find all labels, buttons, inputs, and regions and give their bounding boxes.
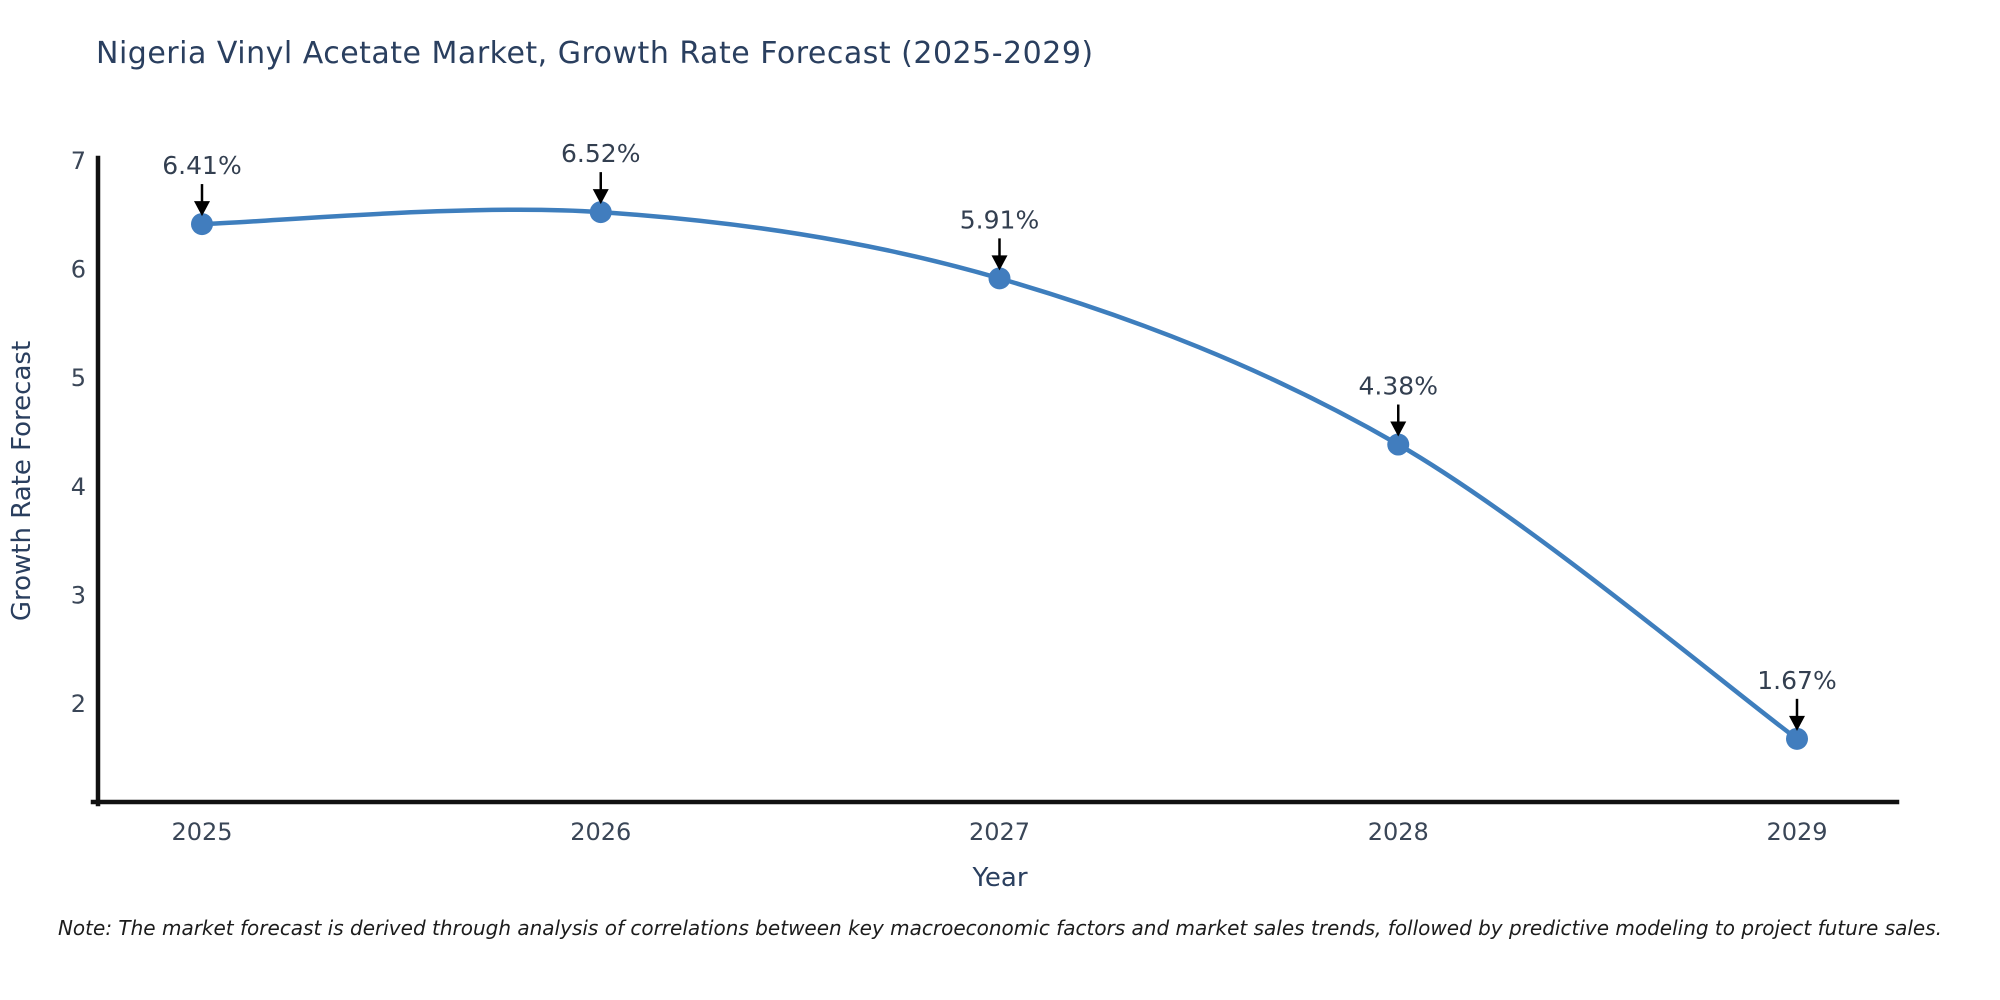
- x-axis-title: Year: [971, 863, 1027, 893]
- x-tick-label: 2027: [969, 818, 1030, 846]
- annotation-arrowhead-icon: [991, 255, 1008, 271]
- data-point-markers: [191, 201, 1808, 750]
- point-label: 6.52%: [561, 139, 640, 168]
- annotation-arrowhead-icon: [194, 201, 210, 217]
- data-point-marker: [589, 201, 612, 224]
- x-tick-label: 2028: [1368, 818, 1429, 846]
- y-tick-label: 2: [71, 690, 86, 718]
- y-tick-label: 7: [71, 147, 86, 175]
- y-axis-title: Growth Rate Forecast: [7, 341, 37, 621]
- y-tick-label: 4: [71, 473, 86, 501]
- point-label: 5.91%: [960, 205, 1039, 234]
- y-axis-ticks: 7 6 5 4 3 2: [71, 147, 86, 718]
- x-tick-label: 2029: [1766, 818, 1827, 846]
- data-point-marker: [1786, 727, 1808, 750]
- annotation-arrowhead-icon: [1390, 421, 1407, 437]
- y-tick-label: 5: [71, 364, 86, 392]
- data-point-marker: [191, 213, 213, 236]
- annotation-arrowhead-icon: [592, 189, 609, 205]
- data-point-marker: [1387, 433, 1410, 456]
- point-label: 1.67%: [1757, 666, 1836, 695]
- point-label: 6.41%: [162, 151, 241, 180]
- x-tick-label: 2026: [570, 818, 631, 846]
- chart-title: Nigeria Vinyl Acetate Market, Growth Rat…: [96, 36, 1094, 71]
- y-tick-label: 6: [71, 256, 86, 284]
- data-point-marker: [988, 267, 1011, 290]
- point-annotations: 6.41% 6.52% 5.91% 4.38% 1.67%: [162, 139, 1837, 731]
- footnote: Note: The market forecast is derived thr…: [57, 916, 1943, 940]
- annotation-arrowhead-icon: [1789, 715, 1805, 731]
- x-axis-ticks: 2025 2026 2027 2028 2029: [171, 818, 1827, 846]
- x-tick-label: 2025: [171, 818, 232, 846]
- point-label: 4.38%: [1359, 372, 1438, 401]
- y-tick-label: 3: [71, 581, 86, 609]
